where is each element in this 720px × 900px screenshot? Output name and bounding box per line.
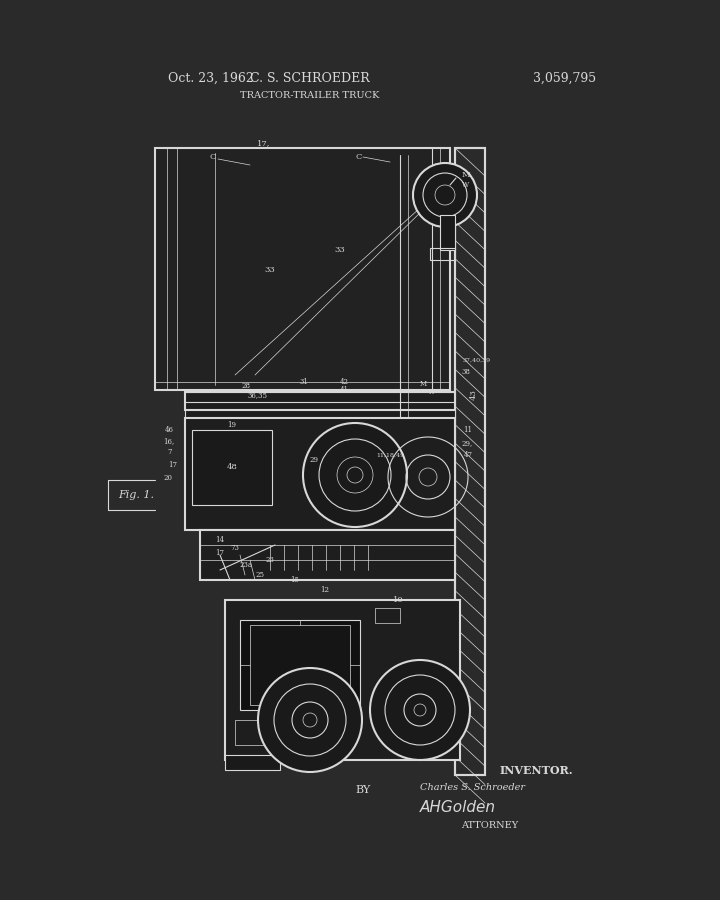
Text: Fig. 1.: Fig. 1. (118, 490, 154, 500)
Text: M: M (462, 171, 471, 179)
Text: 20: 20 (163, 474, 172, 482)
Bar (185, 392, 455, 410)
Text: ATTORNEY: ATTORNEY (462, 821, 518, 830)
Text: 43: 43 (470, 390, 478, 400)
Text: TRACTOR-TRAILER TRUCK: TRACTOR-TRAILER TRUCK (240, 92, 379, 101)
Text: 14: 14 (215, 536, 224, 544)
Text: 48: 48 (227, 463, 238, 471)
Bar (200, 530, 455, 580)
Text: C. S. SCHROEDER: C. S. SCHROEDER (250, 71, 370, 85)
Text: AHGolden: AHGolden (420, 800, 496, 815)
Text: 11: 11 (463, 426, 472, 434)
Text: 17: 17 (168, 461, 177, 469)
Text: 28: 28 (242, 382, 251, 390)
Bar (185, 418, 455, 530)
Text: 23a: 23a (240, 561, 253, 569)
Text: 38: 38 (462, 368, 471, 376)
Bar (185, 410, 455, 418)
Text: 31: 31 (300, 378, 309, 386)
Text: 23: 23 (265, 556, 274, 564)
Text: BY: BY (355, 785, 370, 795)
Text: M: M (420, 380, 427, 388)
Text: 15: 15 (290, 576, 299, 584)
Bar (225, 600, 460, 760)
Text: C: C (355, 153, 361, 161)
Bar (155, 148, 450, 390)
Circle shape (373, 422, 483, 532)
Circle shape (370, 660, 470, 760)
Text: W: W (462, 181, 469, 189)
Text: 37,40,39: 37,40,39 (462, 357, 490, 363)
Text: 16,: 16, (163, 437, 174, 445)
Text: Oct. 23, 1962: Oct. 23, 1962 (168, 71, 253, 85)
Text: 73: 73 (230, 544, 239, 552)
Bar (440, 215, 455, 250)
Circle shape (303, 423, 407, 527)
Text: 11,18,49: 11,18,49 (376, 453, 404, 457)
Text: 25: 25 (255, 571, 264, 579)
Text: 17,: 17, (257, 139, 271, 147)
Text: 36,35: 36,35 (248, 391, 268, 399)
Text: 7: 7 (167, 448, 171, 456)
Text: 33: 33 (335, 246, 346, 254)
Text: 42: 42 (340, 378, 349, 386)
Text: 41: 41 (340, 386, 349, 394)
Text: 17: 17 (215, 549, 224, 557)
Text: 46: 46 (165, 426, 174, 434)
Text: Charles S. Schroeder: Charles S. Schroeder (420, 784, 525, 793)
Bar (455, 148, 485, 775)
Circle shape (258, 668, 362, 772)
Text: W: W (428, 388, 436, 396)
Bar (235, 720, 265, 745)
Text: INVENTOR.: INVENTOR. (500, 764, 574, 776)
Bar (455, 148, 485, 775)
Text: 3,059,795: 3,059,795 (534, 71, 597, 85)
Text: 47: 47 (464, 451, 473, 459)
Text: 29,: 29, (461, 439, 472, 447)
Bar (375, 608, 400, 623)
Bar (240, 620, 360, 710)
Bar (250, 625, 350, 705)
Text: C: C (210, 153, 217, 161)
Text: 10: 10 (393, 596, 404, 604)
Text: 19: 19 (228, 421, 236, 429)
Bar (192, 430, 272, 505)
Text: 29: 29 (310, 456, 319, 464)
Text: 12: 12 (320, 586, 329, 594)
Text: 33: 33 (265, 266, 275, 274)
Bar (225, 755, 280, 770)
Bar (430, 248, 455, 260)
Circle shape (413, 163, 477, 227)
